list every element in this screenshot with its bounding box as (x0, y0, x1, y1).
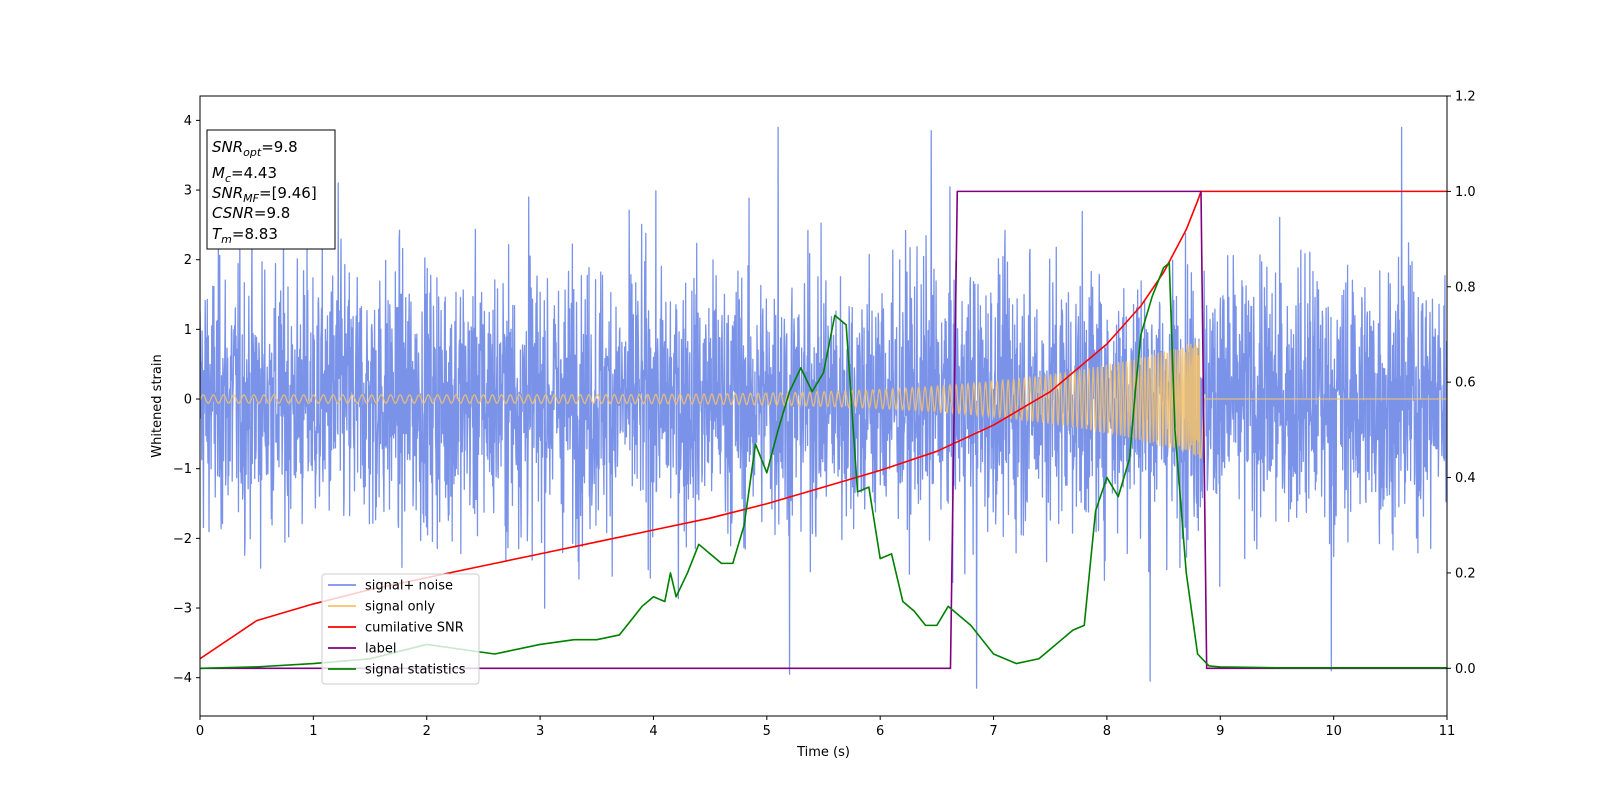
y-tick-right-label: 0.6 (1455, 376, 1476, 391)
y-tick-right-label: 0.8 (1455, 280, 1476, 295)
x-tick-label: 11 (1439, 724, 1456, 739)
y-tick-right-label: 1.0 (1455, 185, 1476, 200)
x-tick-label: 7 (989, 724, 997, 739)
y-tick-left-label: 3 (184, 184, 192, 199)
x-tick-label: 3 (536, 724, 544, 739)
x-tick-label: 5 (763, 724, 771, 739)
series-signal-statistics (200, 262, 1447, 670)
y-tick-right-label: 0.2 (1455, 566, 1476, 581)
legend: signal+ noise signal only cumilative SNR la… (321, 573, 480, 685)
legend-label: signal statistics (365, 663, 466, 678)
info-line: SNRMF=[9.46] (212, 184, 317, 205)
legend-label: signal only (365, 600, 435, 615)
series-signal-only (200, 341, 1447, 459)
x-tick-label: 8 (1103, 724, 1111, 739)
axes-layer: 0 1 2 3 4 5 6 7 8 9 10 11 −4 −3 −2 −1 0 1 2 3 4 0.0 0.2 0.4 0.6 0… (173, 90, 1476, 740)
series-label (200, 190, 1447, 670)
plot-frame (199, 95, 1448, 717)
info-line: Mc=4.43 (212, 164, 277, 185)
y-axis-label: Whitened strain (150, 354, 165, 457)
x-tick-label: 6 (876, 724, 884, 739)
x-axis-label: Time (s) (796, 745, 850, 760)
series-signal-noise (200, 126, 1447, 689)
x-tick-label: 2 (423, 724, 431, 739)
y-tick-left-label: 2 (184, 253, 192, 268)
legend-frame (321, 573, 480, 685)
legend-label: cumilative SNR (365, 621, 464, 636)
x-tick-label: 4 (649, 724, 657, 739)
x-tick-label: 10 (1325, 724, 1342, 739)
info-line: SNRopt=9.8 (212, 138, 298, 159)
y-tick-left-label: 4 (184, 114, 192, 129)
y-tick-left-label: 1 (184, 323, 192, 338)
y-tick-left-label: 0 (184, 393, 192, 408)
y-tick-right-label: 0.4 (1455, 471, 1476, 486)
info-box-frame (206, 129, 336, 250)
legend-label: signal+ noise (365, 579, 453, 594)
y-tick-left-label: −2 (173, 532, 192, 547)
y-tick-left-label: −1 (173, 462, 192, 477)
x-tick-label: 0 (196, 724, 204, 739)
x-tick-label: 9 (1216, 724, 1224, 739)
legend-label: label (365, 642, 396, 657)
y-tick-left-label: −4 (173, 671, 192, 686)
y-tick-right-label: 0.0 (1455, 662, 1476, 677)
x-tick-label: 1 (309, 724, 317, 739)
info-line: Tm=8.83 (212, 225, 278, 246)
y-tick-right-label: 1.2 (1455, 90, 1476, 105)
y-tick-left-label: −3 (173, 602, 192, 617)
info-line: CSNR=9.8 (212, 204, 290, 222)
